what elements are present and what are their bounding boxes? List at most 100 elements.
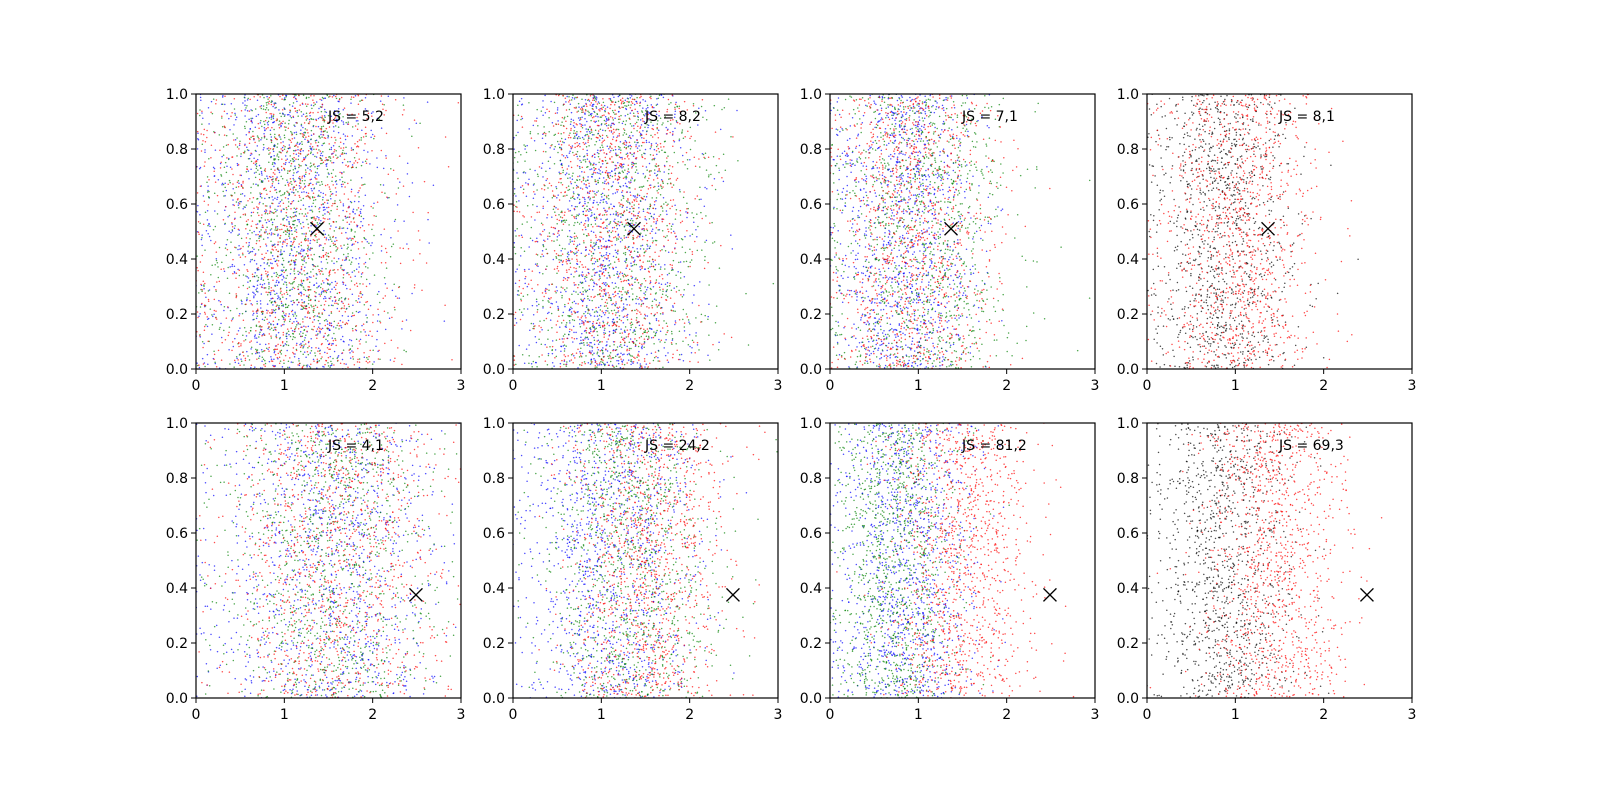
data-point xyxy=(292,152,295,155)
data-point xyxy=(618,318,621,321)
data-point xyxy=(376,320,379,322)
data-point xyxy=(643,346,645,349)
data-point xyxy=(281,270,284,273)
data-point xyxy=(243,125,246,128)
data-point xyxy=(315,347,317,349)
data-point xyxy=(349,276,352,278)
data-point xyxy=(304,343,307,345)
data-point xyxy=(292,347,295,349)
data-point xyxy=(302,321,304,323)
data-point xyxy=(227,216,229,218)
data-point xyxy=(233,108,236,110)
data-point xyxy=(602,106,604,108)
data-point xyxy=(265,210,268,212)
data-point xyxy=(305,112,308,115)
data-point xyxy=(289,215,292,218)
data-point xyxy=(586,295,589,298)
data-point xyxy=(696,249,699,252)
data-point xyxy=(631,125,633,127)
data-point xyxy=(276,264,279,267)
data-point xyxy=(225,134,228,137)
data-point xyxy=(303,215,305,217)
data-point xyxy=(371,228,373,231)
data-point xyxy=(277,260,280,262)
data-point xyxy=(319,137,321,139)
data-point xyxy=(282,145,285,147)
data-point xyxy=(646,286,649,289)
data-point xyxy=(609,360,612,363)
data-point xyxy=(216,194,219,197)
data-point xyxy=(309,145,311,148)
data-point xyxy=(293,246,296,249)
data-point xyxy=(646,315,649,317)
data-point xyxy=(284,303,287,306)
data-point xyxy=(649,154,652,156)
data-point xyxy=(294,327,297,330)
data-point xyxy=(215,290,217,292)
data-point xyxy=(603,213,606,216)
data-point xyxy=(340,264,342,267)
data-point xyxy=(670,102,672,104)
data-point xyxy=(316,165,319,168)
data-point xyxy=(213,131,216,134)
data-point xyxy=(603,331,605,334)
data-point xyxy=(332,122,334,124)
data-point xyxy=(282,94,284,96)
data-point xyxy=(300,294,302,297)
data-point xyxy=(292,313,294,316)
data-point xyxy=(617,220,620,223)
data-point xyxy=(696,236,698,238)
data-point xyxy=(252,196,255,199)
data-point xyxy=(298,94,300,97)
data-point xyxy=(568,360,571,362)
data-point xyxy=(324,324,327,327)
data-point xyxy=(658,151,661,153)
data-point xyxy=(618,315,621,317)
data-point xyxy=(536,254,539,256)
data-point xyxy=(292,102,295,104)
data-point xyxy=(352,208,355,211)
data-point xyxy=(308,288,311,291)
data-point xyxy=(271,244,274,246)
data-point xyxy=(305,195,308,198)
data-point xyxy=(608,264,610,266)
data-point xyxy=(540,167,543,169)
data-point xyxy=(210,274,212,276)
data-point xyxy=(380,261,383,264)
data-point xyxy=(298,333,301,335)
data-point xyxy=(226,277,229,280)
data-point xyxy=(213,285,215,288)
data-point xyxy=(233,218,236,221)
data-point xyxy=(293,268,296,271)
data-point xyxy=(573,290,575,292)
data-point xyxy=(365,321,368,323)
data-point xyxy=(332,145,335,147)
data-point xyxy=(556,140,559,143)
data-point xyxy=(287,170,289,172)
data-point xyxy=(283,224,286,227)
data-point xyxy=(301,285,303,287)
data-point xyxy=(284,281,286,283)
data-point xyxy=(364,265,367,268)
data-point xyxy=(590,230,593,233)
data-point xyxy=(353,235,356,238)
data-point xyxy=(280,325,283,327)
data-point xyxy=(313,290,316,293)
data-point xyxy=(305,307,308,310)
data-point xyxy=(625,153,628,156)
data-point xyxy=(320,125,323,128)
data-point xyxy=(428,242,430,244)
data-point xyxy=(284,196,287,199)
data-point xyxy=(355,258,357,260)
data-point xyxy=(249,280,251,282)
data-point xyxy=(301,175,304,178)
data-point xyxy=(519,255,522,257)
data-point xyxy=(287,201,290,203)
data-point xyxy=(301,273,303,275)
data-point xyxy=(265,243,267,245)
data-point xyxy=(307,141,310,143)
data-point xyxy=(334,95,337,98)
data-point xyxy=(345,152,347,155)
data-point xyxy=(608,354,611,357)
data-point xyxy=(653,148,656,151)
